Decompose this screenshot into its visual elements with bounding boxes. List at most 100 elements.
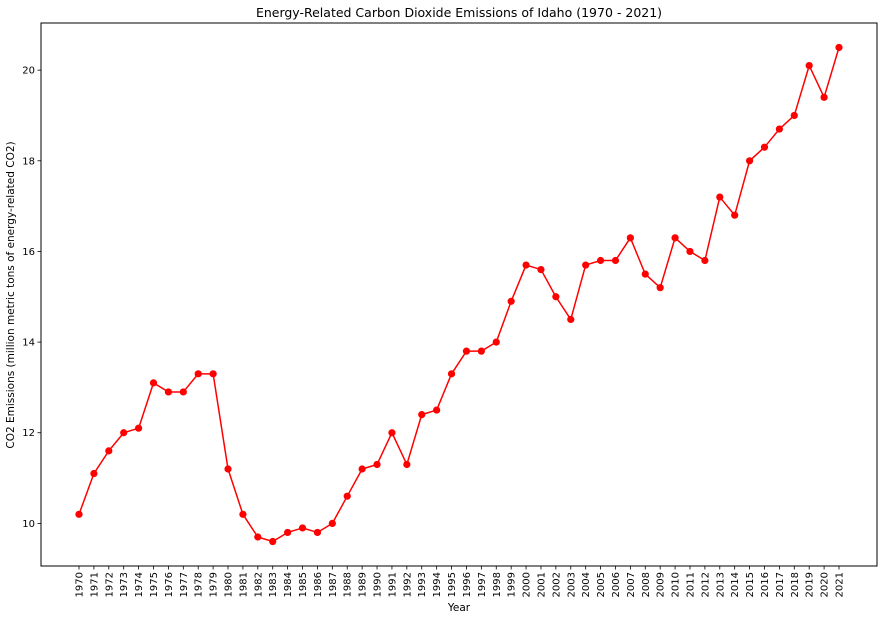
x-tick-label: 1976 — [164, 572, 175, 597]
x-tick-label: 2015 — [745, 572, 756, 597]
x-tick-label: 1983 — [268, 572, 279, 597]
x-tick-label: 1991 — [387, 572, 398, 597]
data-point — [716, 193, 724, 201]
x-tick-label: 2019 — [805, 572, 816, 597]
data-point — [477, 347, 485, 355]
x-tick-label: 1988 — [343, 572, 354, 597]
data-point — [611, 256, 620, 265]
x-tick-label: 1990 — [373, 572, 384, 597]
data-point — [269, 537, 277, 546]
x-tick-label: 1984 — [283, 572, 294, 597]
data-point — [179, 388, 187, 396]
x-tick-label: 2014 — [730, 572, 741, 597]
data-point — [284, 528, 292, 537]
x-tick-label: 1971 — [89, 572, 100, 597]
x-axis: 1970 1971 1972 1973 1974 1975 1976 1977 1978 1979… — [75, 566, 846, 597]
data-point — [805, 62, 813, 70]
data-point — [343, 492, 351, 500]
x-axis-label: Year — [447, 602, 471, 614]
data-point — [298, 524, 307, 532]
x-tick-label: 2003 — [566, 572, 577, 597]
x-tick-label: 2012 — [700, 572, 711, 597]
data-point — [537, 265, 545, 274]
data-point — [760, 143, 769, 151]
x-tick-label: 1992 — [402, 572, 413, 597]
series-line — [78, 47, 840, 543]
data-point — [686, 247, 694, 256]
x-tick-label: 1970 — [75, 572, 86, 597]
data-point — [671, 234, 679, 242]
data-point — [209, 370, 217, 378]
data-point — [552, 293, 560, 301]
x-tick-label: 1996 — [462, 572, 473, 597]
x-tick-label: 1985 — [298, 572, 309, 597]
data-point — [164, 388, 173, 396]
x-tick-label: 2010 — [671, 572, 682, 597]
x-tick-label: 2002 — [551, 572, 562, 597]
x-tick-label: 2020 — [820, 572, 831, 597]
data-point — [373, 460, 381, 469]
data-point — [596, 256, 605, 265]
x-tick-label: 1995 — [447, 572, 458, 597]
x-tick-label: 1977 — [179, 572, 190, 597]
data-point — [790, 111, 798, 120]
x-tick-label: 2006 — [611, 572, 622, 597]
y-tick-label: 12 — [22, 428, 35, 439]
x-tick-label: 2016 — [760, 572, 771, 597]
x-tick-label: 2001 — [536, 572, 547, 597]
x-tick-label: 1980 — [224, 572, 235, 597]
x-tick-label: 1994 — [432, 572, 443, 597]
data-point — [522, 261, 530, 269]
data-point — [403, 460, 411, 469]
data-point — [105, 447, 113, 455]
y-tick-label: 10 — [22, 519, 35, 530]
x-tick-label: 2004 — [581, 572, 592, 597]
data-point — [701, 256, 709, 265]
x-tick-label: 1981 — [238, 572, 249, 597]
x-tick-label: 1997 — [477, 572, 488, 597]
series-layer — [75, 43, 843, 546]
data-point — [358, 465, 366, 473]
data-point — [447, 370, 456, 378]
x-tick-label: 1982 — [253, 572, 264, 597]
x-tick-label: 1979 — [209, 572, 220, 597]
plot-frame — [40, 22, 878, 567]
data-point — [194, 370, 202, 378]
x-tick-label: 1973 — [119, 572, 130, 597]
x-tick-label: 2013 — [715, 572, 726, 597]
x-tick-label: 1999 — [507, 572, 518, 597]
y-axis-label: CO2 Emissions (million metric tons of en… — [5, 141, 17, 448]
data-point — [745, 157, 754, 165]
data-point — [656, 284, 664, 292]
x-tick-label: 1993 — [417, 572, 428, 597]
data-point — [224, 465, 232, 473]
x-tick-label: 2009 — [656, 572, 667, 597]
data-point — [254, 533, 262, 541]
y-tick-label: 16 — [22, 247, 35, 258]
data-point — [567, 315, 575, 324]
x-tick-label: 2011 — [685, 572, 696, 597]
data-point — [492, 338, 500, 346]
data-point — [135, 424, 143, 432]
x-tick-label: 1986 — [313, 572, 324, 597]
x-tick-label: 1975 — [149, 572, 160, 597]
data-point — [328, 519, 336, 527]
y-tick-label: 14 — [22, 338, 35, 349]
data-point — [641, 270, 649, 278]
data-point — [239, 510, 247, 518]
data-point — [75, 510, 83, 518]
x-tick-label: 2000 — [522, 572, 533, 597]
data-point — [775, 125, 783, 133]
x-tick-label: 2017 — [775, 572, 786, 597]
data-point — [433, 406, 441, 414]
x-tick-label: 2018 — [790, 572, 801, 597]
data-point — [120, 429, 128, 437]
data-point — [731, 211, 739, 219]
data-point — [149, 379, 158, 387]
x-tick-label: 2007 — [626, 572, 637, 597]
x-tick-label: 1972 — [104, 572, 115, 597]
data-point — [462, 347, 471, 355]
data-point — [820, 93, 828, 101]
x-tick-label: 2005 — [596, 572, 607, 597]
